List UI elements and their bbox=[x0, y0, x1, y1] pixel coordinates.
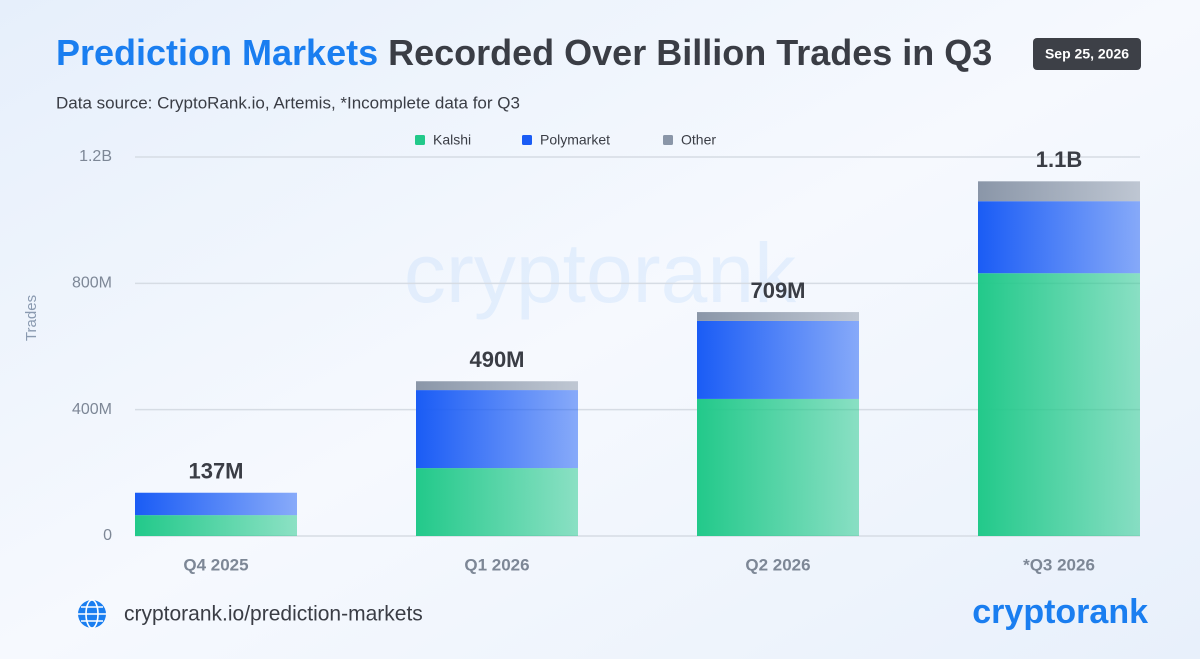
total-label: 709M bbox=[750, 278, 805, 303]
x-tick-label: Q2 2026 bbox=[745, 555, 810, 574]
total-label: 490M bbox=[469, 347, 524, 372]
bar-segment bbox=[978, 201, 1140, 274]
bar-segment bbox=[416, 381, 578, 391]
logo: cryptorank bbox=[972, 593, 1148, 631]
title: Prediction Markets Recorded Over Billion … bbox=[56, 32, 992, 73]
y-tick-label: 0 bbox=[103, 527, 112, 544]
date-badge bbox=[1033, 38, 1141, 70]
title-highlight: Prediction Markets bbox=[56, 32, 378, 73]
x-tick-label: Q4 2025 bbox=[183, 555, 248, 574]
bar-segment bbox=[416, 390, 578, 469]
legend-label: Kalshi bbox=[433, 132, 471, 148]
url: cryptorank.io/prediction-markets bbox=[124, 603, 423, 626]
title-rest: Recorded Over Billion Trades in Q3 bbox=[388, 32, 992, 73]
legend-swatch bbox=[522, 135, 532, 145]
bar-segment bbox=[135, 492, 297, 516]
bar-segment bbox=[135, 515, 297, 536]
total-label: 1.1B bbox=[1036, 147, 1082, 172]
bar-segment bbox=[416, 468, 578, 536]
date: Sep 25, 2026 bbox=[1045, 46, 1129, 62]
y-tick-label: 1.2B bbox=[79, 148, 112, 165]
watermark: cryptorank bbox=[404, 226, 797, 320]
subtitle: Data source: CryptoRank.io, Artemis, *In… bbox=[56, 93, 520, 112]
legend-label: Other bbox=[681, 132, 716, 148]
bar-segment bbox=[978, 181, 1140, 202]
legend-swatch bbox=[663, 135, 673, 145]
bar-segment bbox=[697, 312, 859, 321]
total-label: 137M bbox=[188, 459, 243, 484]
y-tick-label: 400M bbox=[72, 401, 112, 418]
legend-swatch bbox=[415, 135, 425, 145]
bar-segment bbox=[978, 273, 1140, 536]
bar-segment bbox=[697, 398, 859, 536]
x-tick-label: Q1 2026 bbox=[464, 555, 529, 574]
y-axis-label: Trades bbox=[23, 295, 40, 341]
globe-lines bbox=[78, 599, 106, 629]
y-tick-label: 800M bbox=[72, 275, 112, 292]
legend-label: Polymarket bbox=[540, 132, 610, 148]
x-tick-label: *Q3 2026 bbox=[1023, 555, 1095, 574]
bar-segment bbox=[697, 320, 859, 399]
